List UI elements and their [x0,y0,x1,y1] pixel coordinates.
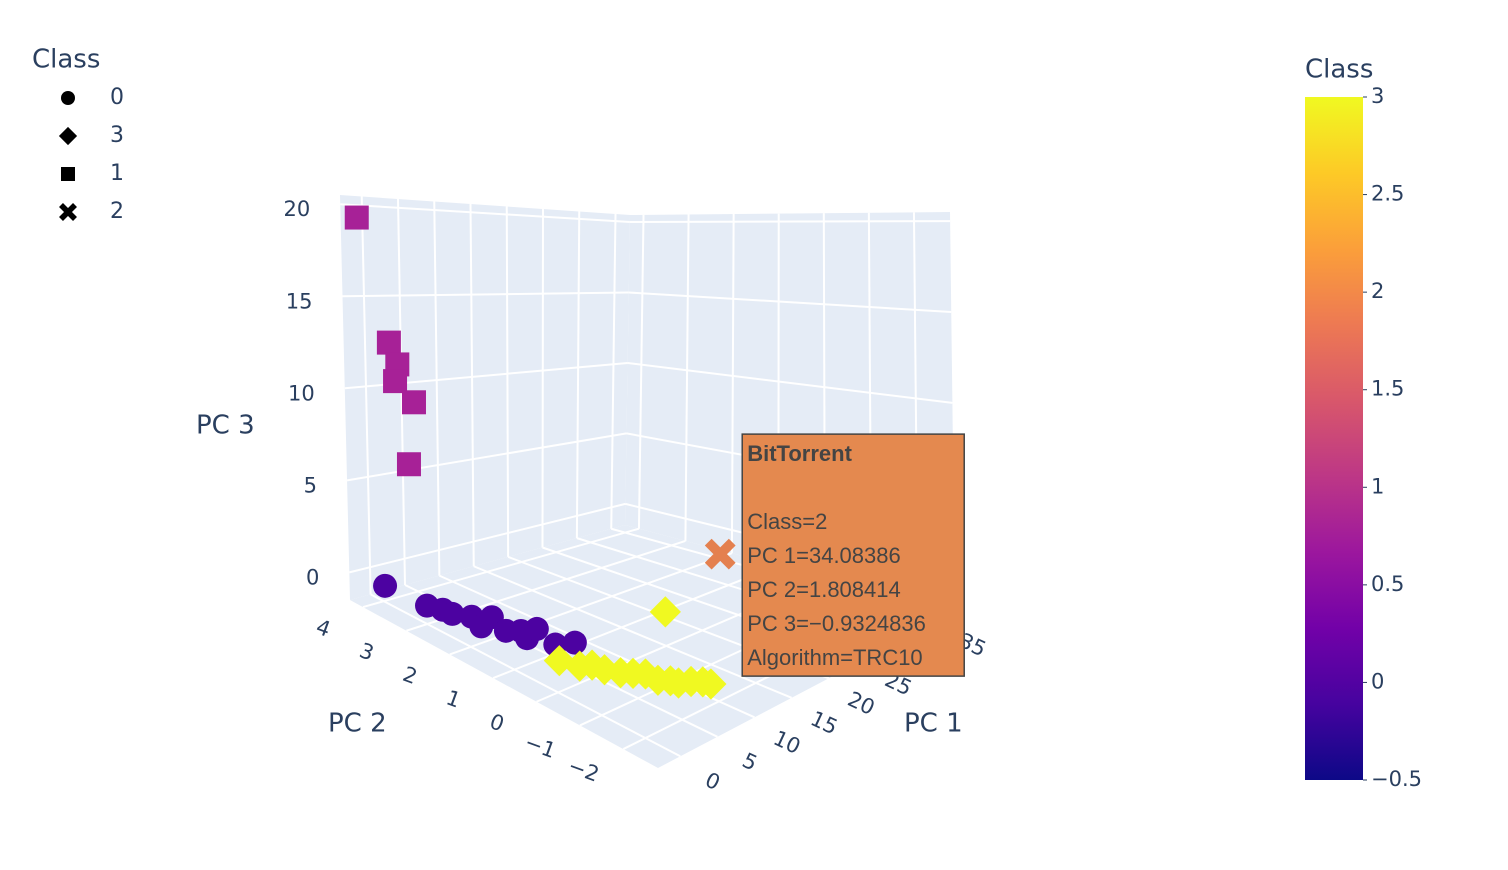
hover-line: PC 3=−0.9324836 [747,611,926,636]
grid-line [541,208,544,548]
grid-line [360,196,372,595]
hover-box [741,433,965,677]
legend-label: 2 [110,199,124,224]
colorbar [1305,97,1363,780]
y-tick-label: 0 [486,709,507,736]
legend-label: 3 [110,123,124,148]
data-point [695,668,727,700]
data-point [524,616,549,641]
grid-line [473,565,793,699]
colorbar-tick-label: 0.5 [1371,572,1404,596]
grid-line [637,214,645,529]
grid-line [362,527,640,609]
colorbar-title: Class [1305,55,1373,85]
grid-line [433,201,441,576]
data-point [588,654,621,686]
z-tick-label: 15 [286,289,313,313]
grid-line [492,564,779,680]
hover-line: PC 1=34.08386 [747,543,901,568]
z-axis-title: PC 3 [196,411,255,441]
grid-line [469,203,475,567]
data-point [396,452,421,477]
z-tick-label: 0 [306,565,319,589]
grid-line [340,203,630,224]
colorbar-tick-label: −0.5 [1371,767,1422,791]
hover-line: PC 2=1.808414 [747,577,901,602]
legend-symbol [58,126,78,146]
z-tick-label: 5 [304,473,317,497]
y-tick-label: 4 [313,615,334,642]
legend-symbol [59,203,77,221]
x-tick-label: 20 [844,687,878,720]
data-point [562,630,587,655]
grid-line [629,220,951,224]
colorbar-tick-label: 1.5 [1371,377,1404,401]
hover-title: BitTorrent [747,441,852,466]
z-tick-label: 10 [288,381,315,405]
z-tick-label: 20 [283,197,310,221]
colorbar-tick-label: 0 [1371,669,1384,693]
grid-line [349,502,626,574]
data-point [440,601,465,626]
y-axis-title: PC 2 [328,709,387,739]
y-tick-label: 2 [400,662,421,689]
y-tick-label: 3 [356,638,377,665]
grid-line [575,211,581,539]
colorbar-tick-label: 2 [1371,279,1384,303]
legend-label: 0 [110,85,124,110]
y-tick-label: 1 [443,686,464,713]
grid-line [505,206,510,557]
grid-line [370,593,681,758]
colorbar-tick-label: 3 [1371,84,1384,108]
legend-title: Class [32,45,100,75]
x-tick-label: 0 [702,768,724,795]
legend-label: 1 [110,161,124,186]
hover-line: Class=2 [747,509,827,534]
grid-line [610,213,617,529]
data-point [629,658,662,690]
data-point [649,596,681,628]
colorbar-tick-label: 2.5 [1371,182,1404,206]
legend-symbol [61,167,75,181]
grid-line [346,432,627,482]
hover-line: Algorithm=TRC10 [747,645,922,670]
grid-line [628,291,952,313]
data-point [704,538,736,570]
y-tick-label: −2 [565,754,602,787]
grid-line [627,361,953,404]
grid-line [730,214,735,554]
x-axis-title: PC 1 [904,709,963,739]
x-tick-label: 15 [807,706,841,739]
data-point [383,369,408,394]
data-point [344,205,369,230]
x-tick-label: 5 [739,748,761,775]
grid-line [342,291,629,298]
data-point [376,330,401,355]
x-tick-label: 10 [770,726,804,759]
grid-line [684,214,690,541]
legend-symbol [61,91,75,105]
data-point [401,390,426,415]
data-point [373,573,398,598]
data-point [543,645,575,677]
y-tick-label: −1 [522,730,559,763]
colorbar-tick-label: 1 [1371,474,1384,498]
